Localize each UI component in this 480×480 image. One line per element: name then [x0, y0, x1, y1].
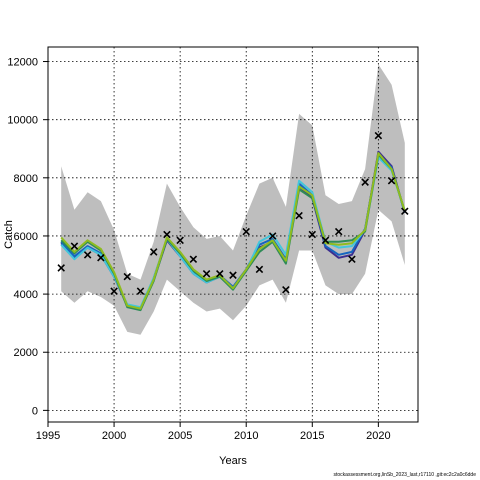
x-tick-label: 2005: [168, 430, 192, 442]
x-tick-label: 2010: [234, 430, 258, 442]
confidence-band: [61, 64, 405, 335]
observed-point: [83, 251, 92, 259]
observed-point: [348, 255, 356, 263]
series-lines: [60, 150, 406, 312]
observed-point: [70, 242, 79, 250]
observed-point: [216, 269, 224, 278]
observed-point: [163, 230, 171, 239]
observed-point: [123, 272, 132, 281]
y-tick-label: 8000: [14, 173, 38, 185]
observed-point: [387, 176, 396, 185]
observed-point: [268, 232, 277, 240]
observed-point: [334, 227, 343, 236]
observed-point: [176, 236, 184, 245]
observed-point: [255, 265, 264, 274]
y-tick-label: 4000: [14, 289, 38, 301]
y-tick-label: 12000: [7, 57, 38, 69]
observed-point: [401, 207, 409, 216]
x-tick-label: 2015: [300, 430, 324, 442]
observed-point: [308, 230, 317, 239]
observed-point: [374, 131, 383, 140]
observed-point: [189, 255, 198, 263]
observed-points: [57, 131, 409, 295]
observed-point: [295, 211, 303, 220]
series-line-5: [60, 152, 406, 310]
observed-point: [110, 287, 118, 295]
observed-point: [321, 236, 330, 245]
x-tick-label: 2000: [102, 430, 126, 442]
x-tick-label: 1995: [36, 430, 60, 442]
observed-point: [97, 253, 105, 262]
observed-point: [361, 178, 369, 186]
observed-point: [57, 264, 65, 272]
y-axis-label: Catch: [3, 220, 15, 249]
y-tick-label: 10000: [7, 115, 38, 127]
observed-point: [229, 271, 237, 279]
y-tick-label: 2000: [14, 347, 38, 359]
plot-frame: [47, 46, 419, 423]
observed-point: [136, 287, 145, 295]
y-tick-label: 0: [32, 405, 38, 417]
x-axis-label: Years: [219, 455, 247, 467]
x-tick-label: 2020: [366, 430, 390, 442]
y-tick-label: 6000: [14, 231, 38, 243]
footer-source-text: stockassessment.org,linSb_2023_last,r171…: [333, 472, 477, 478]
observed-point: [149, 248, 158, 256]
observed-point: [242, 227, 250, 236]
observed-point: [202, 269, 211, 278]
axes: 1995 2000 2005 2010 2015 2020 0 2000 4000 6000 800…: [7, 46, 419, 442]
observed-point: [282, 285, 290, 294]
band-area: [61, 64, 405, 335]
